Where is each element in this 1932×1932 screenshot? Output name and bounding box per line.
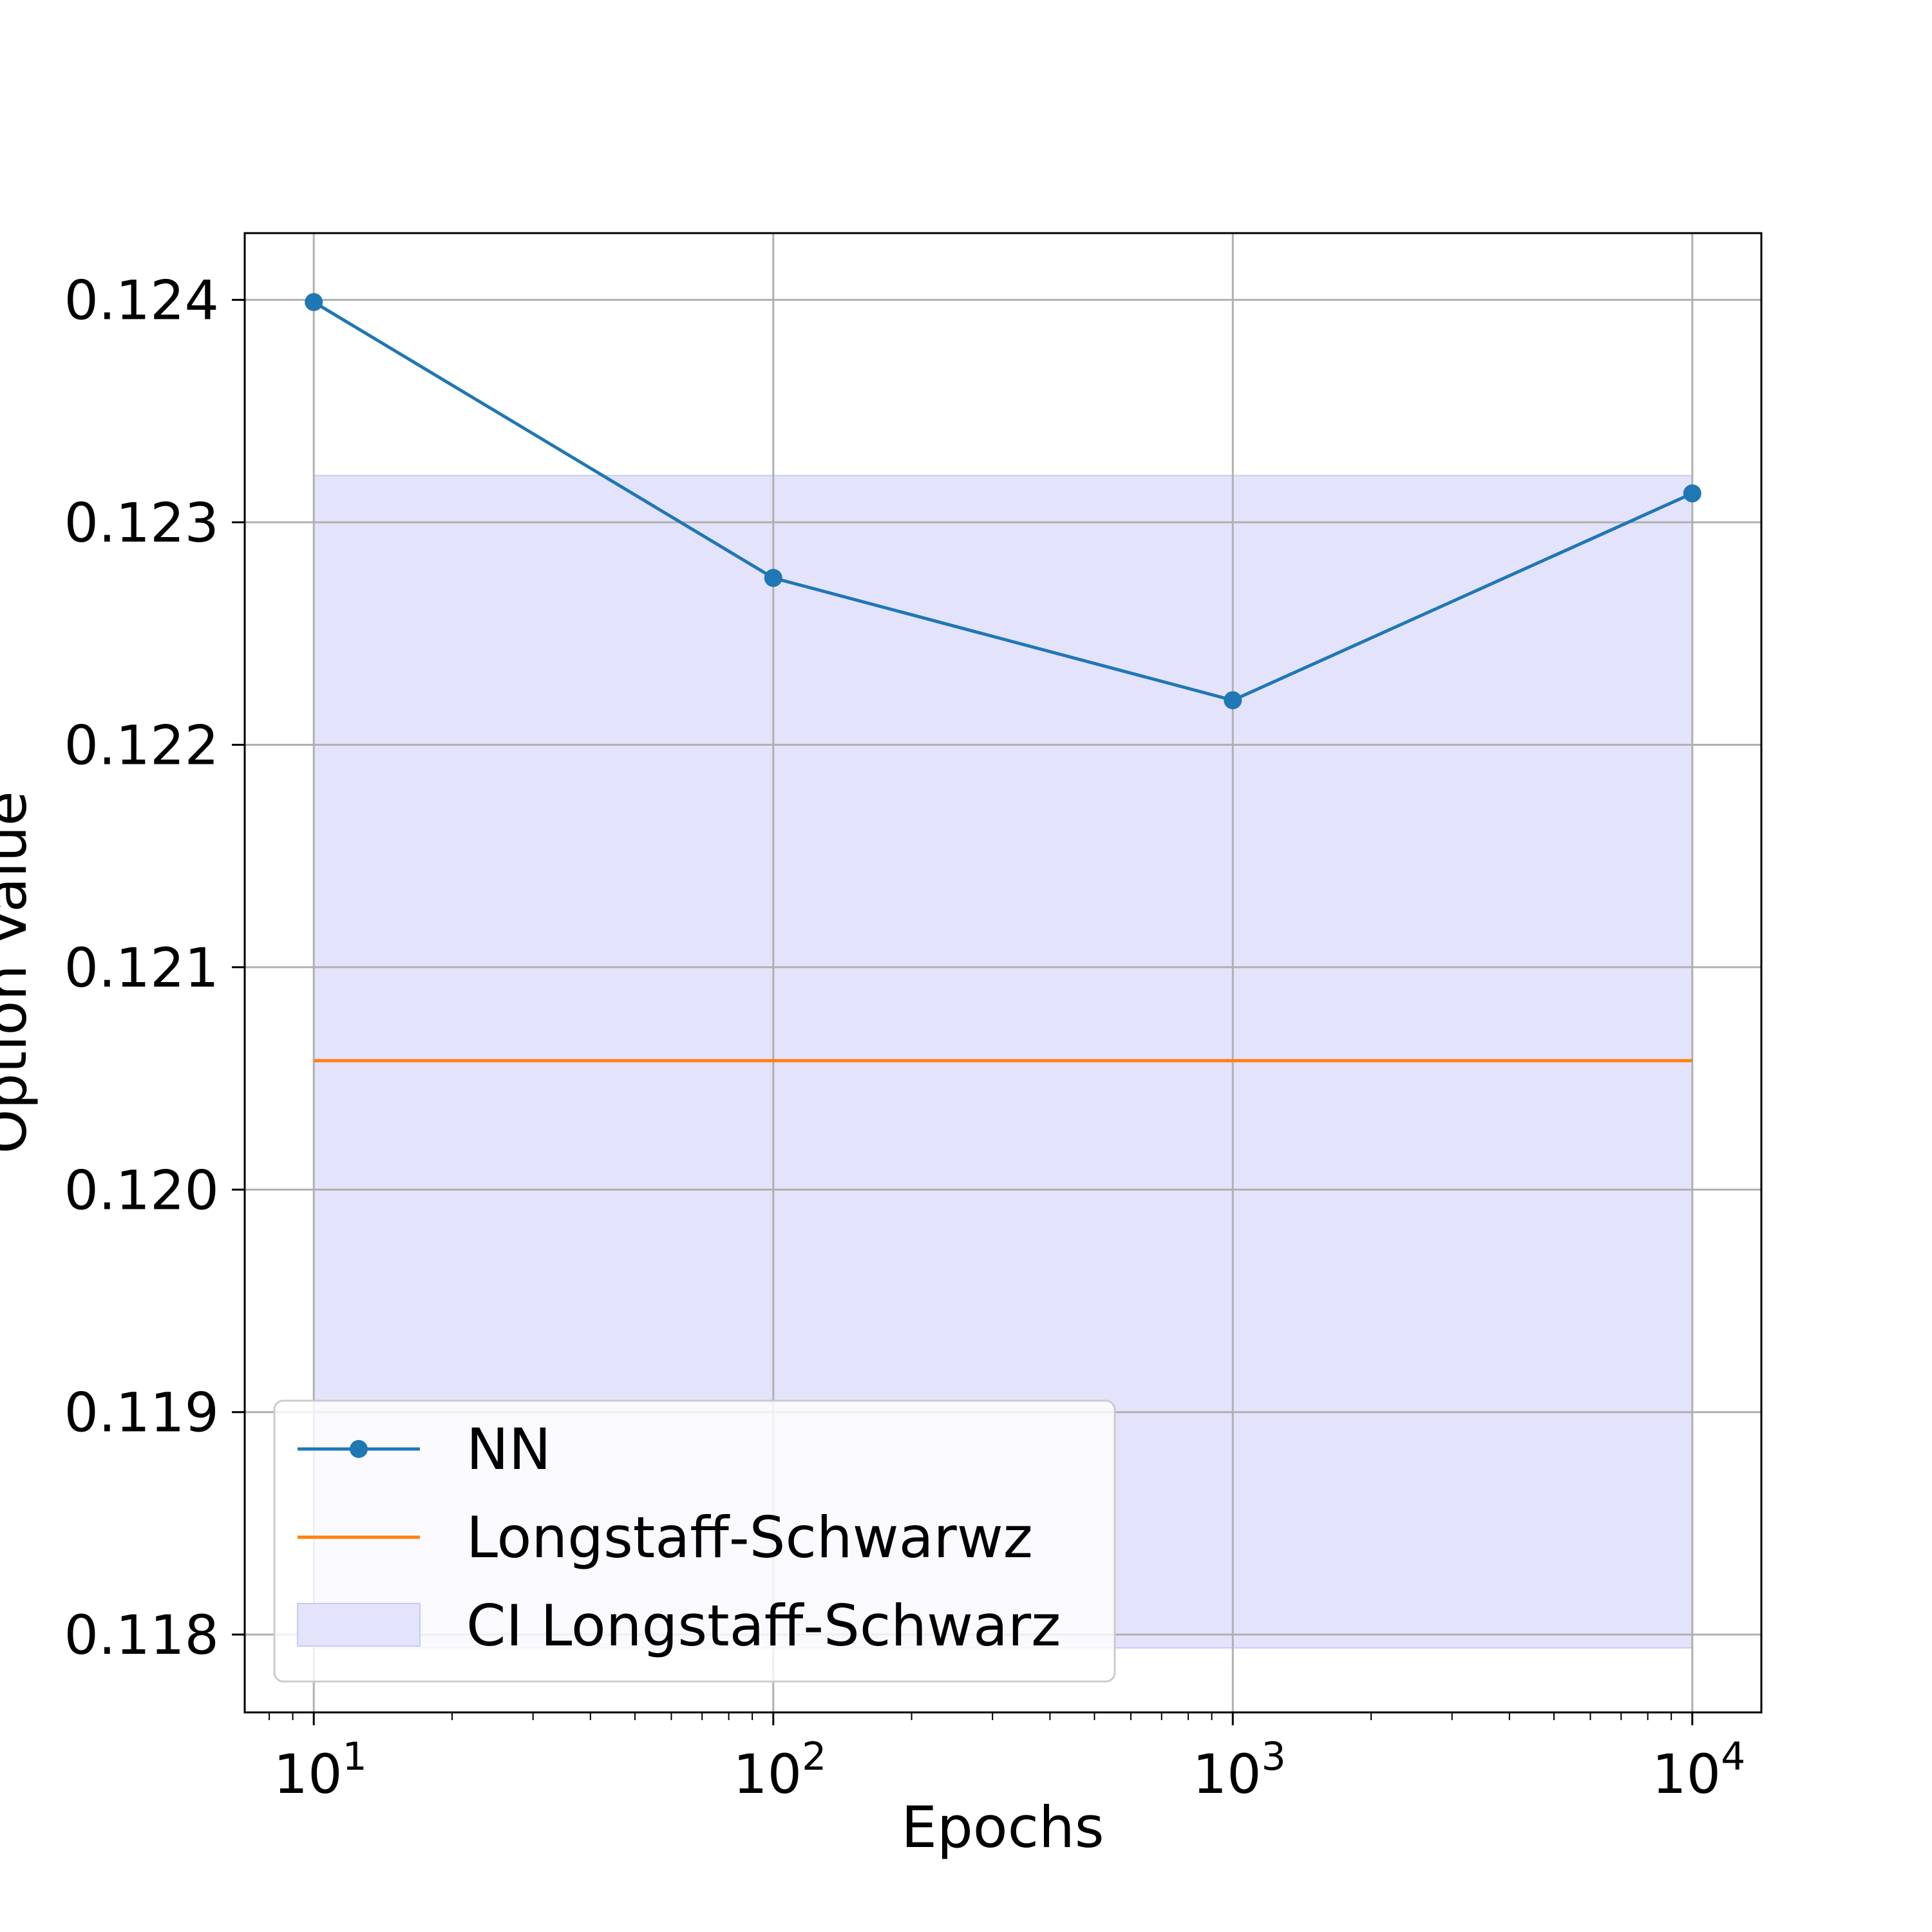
nn-points xyxy=(305,293,1701,710)
y-tick-label-2: 0.120 xyxy=(64,1159,219,1222)
y-axis: 0.118 0.119 0.120 0.121 0.122 0.123 0.124 xyxy=(64,269,245,1667)
nn-line xyxy=(312,300,1693,703)
legend-nn-label: NN xyxy=(466,1416,551,1482)
legend-ci-swatch xyxy=(297,1603,421,1647)
x-axis: 101 102 103 104 xyxy=(274,1712,1745,1806)
legend-ci-label: CI Longstaff-Schwarz xyxy=(466,1593,1061,1659)
y-tick-label-3: 0.121 xyxy=(64,936,219,999)
x-tick-label-1: 102 xyxy=(733,1734,826,1806)
y-tick-label-4: 0.122 xyxy=(64,714,219,777)
nn-point-2 xyxy=(1224,691,1242,710)
legend: NN Longstaff-Schwarwz CI Longstaff-Schwa… xyxy=(273,1399,1116,1683)
x-tick-label-3: 104 xyxy=(1652,1734,1745,1806)
x-tick-label-2: 103 xyxy=(1193,1734,1286,1806)
y-tick-label-0: 0.118 xyxy=(64,1604,219,1667)
y-tick-label-5: 0.123 xyxy=(64,491,219,554)
nn-point-0 xyxy=(305,293,323,312)
legend-nn-swatch-marker xyxy=(350,1440,368,1458)
y-tick-label-1: 0.119 xyxy=(64,1381,219,1444)
minor-ticks xyxy=(269,1712,1672,1720)
legend-box xyxy=(273,1399,1116,1683)
x-tick-label-0: 101 xyxy=(274,1734,367,1806)
y-axis-label: Option Value xyxy=(0,791,39,1153)
y-tick-label-6: 0.124 xyxy=(64,269,219,332)
x-axis-label: Epochs xyxy=(901,1794,1104,1861)
legend-ls-label: Longstaff-Schwarwz xyxy=(466,1504,1033,1571)
nn-point-1 xyxy=(764,569,782,587)
nn-point-3 xyxy=(1683,484,1701,503)
plot-frame xyxy=(243,232,1763,1714)
